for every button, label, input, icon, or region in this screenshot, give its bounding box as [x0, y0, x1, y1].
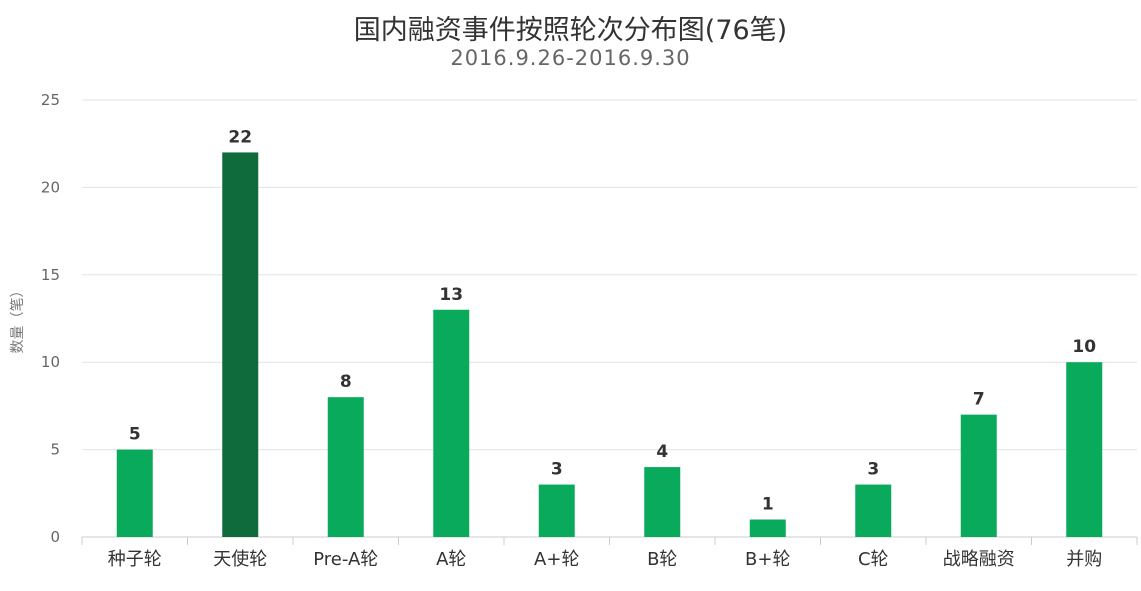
y-tick-label: 5 — [50, 441, 60, 459]
x-tick-label: 天使轮 — [213, 549, 267, 570]
chart-title: 国内融资事件按照轮次分布图(76笔) — [353, 15, 788, 46]
bar — [327, 397, 364, 537]
y-axis-label: 数量（笔） — [10, 284, 26, 354]
x-tick-label: 种子轮 — [108, 549, 162, 570]
data-label: 13 — [439, 285, 463, 305]
bar — [1066, 362, 1103, 537]
chart-subtitle: 2016.9.26-2016.9.30 — [450, 46, 691, 70]
x-tick-label: A+轮 — [534, 549, 579, 570]
data-label: 1 — [762, 495, 774, 515]
data-label: 4 — [656, 442, 668, 462]
x-tick-label: B轮 — [647, 549, 677, 570]
bar — [116, 449, 153, 537]
data-label: 5 — [129, 425, 141, 445]
data-label: 7 — [973, 390, 985, 410]
y-tick-label: 20 — [41, 178, 60, 196]
y-tick-label: 10 — [41, 353, 60, 371]
x-tick-label: 战略融资 — [943, 549, 1015, 570]
y-tick-label: 25 — [41, 91, 60, 109]
x-tick-label: A轮 — [436, 549, 466, 570]
data-label: 8 — [340, 372, 352, 392]
bar — [538, 484, 575, 537]
x-tick-label: B+轮 — [745, 549, 790, 570]
x-tick-label: 并购 — [1066, 549, 1102, 570]
y-tick-label: 0 — [50, 528, 60, 546]
data-label: 22 — [228, 127, 252, 147]
x-tick-label: Pre-A轮 — [313, 549, 378, 570]
bar — [222, 152, 259, 537]
bar — [960, 414, 997, 537]
data-label: 3 — [551, 460, 563, 480]
y-tick-label: 15 — [41, 266, 60, 284]
bar — [644, 467, 681, 537]
data-label: 10 — [1072, 337, 1096, 357]
bar — [433, 309, 470, 537]
x-tick-label: C轮 — [858, 549, 889, 570]
bar — [749, 519, 786, 537]
data-label: 3 — [867, 460, 879, 480]
bar — [855, 484, 892, 537]
